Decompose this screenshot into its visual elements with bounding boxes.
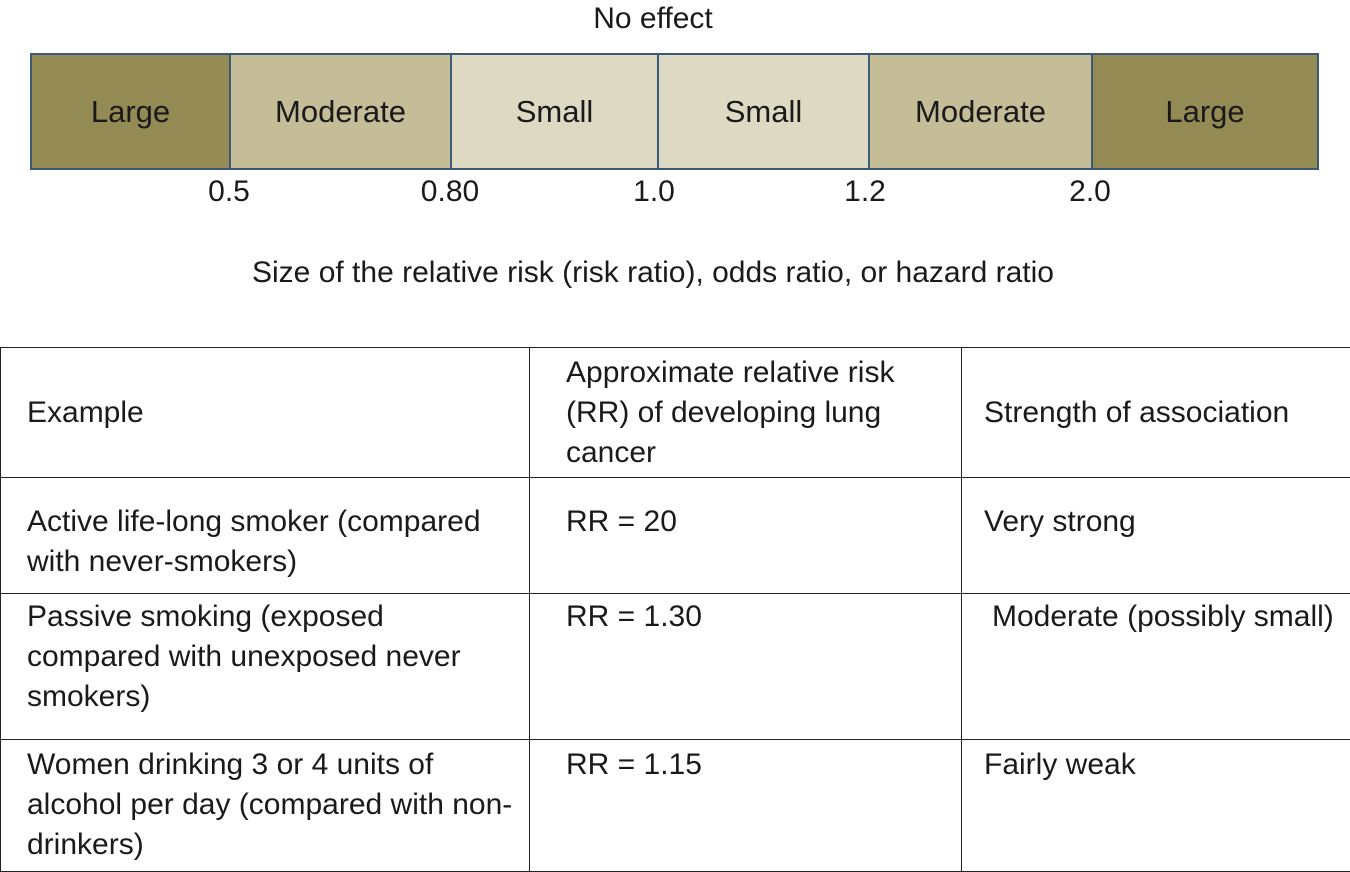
- scale-segment-large-low: Large: [32, 55, 231, 168]
- cell-relative-risk: RR = 20: [530, 478, 962, 594]
- cell-strength: Fairly weak: [962, 740, 1350, 872]
- tick-label: 0.5: [208, 172, 250, 212]
- header-strength: Strength of association: [962, 348, 1350, 478]
- scale-segment-moderate-low: Moderate: [231, 55, 452, 168]
- tick-label: 1.2: [844, 172, 886, 212]
- tick-label: 1.0: [633, 172, 675, 212]
- header-relative-risk: Approximate relative risk (RR) of develo…: [530, 348, 962, 478]
- table-row: Women drinking 3 or 4 units of alcohol p…: [1, 740, 1350, 872]
- cell-strength: Very strong: [962, 478, 1350, 594]
- scale-segment-moderate-high: Moderate: [870, 55, 1093, 168]
- no-effect-label: No effect: [0, 0, 1306, 38]
- header-example: Example: [1, 348, 530, 478]
- tick-label: 0.80: [421, 172, 479, 212]
- cell-example: Active life-long smoker (compared with n…: [1, 478, 530, 594]
- cell-relative-risk: RR = 1.15: [530, 740, 962, 872]
- scale-segment-small-low: Small: [452, 55, 659, 168]
- cell-example: Women drinking 3 or 4 units of alcohol p…: [1, 740, 530, 872]
- cell-example: Passive smoking (exposed compared with u…: [1, 594, 530, 740]
- cell-relative-risk: RR = 1.30: [530, 594, 962, 740]
- table-row: Active life-long smoker (compared with n…: [1, 478, 1350, 594]
- cell-strength: Moderate (possibly small): [962, 594, 1350, 740]
- effect-size-scale-bar: Large Moderate Small Small Moderate Larg…: [30, 53, 1319, 170]
- scale-segment-large-high: Large: [1093, 55, 1317, 168]
- table-header-row: Example Approximate relative risk (RR) o…: [1, 348, 1350, 478]
- scale-segment-small-high: Small: [659, 55, 870, 168]
- table-row: Passive smoking (exposed compared with u…: [1, 594, 1350, 740]
- association-examples-table: Example Approximate relative risk (RR) o…: [0, 347, 1350, 872]
- tick-label: 2.0: [1069, 172, 1111, 212]
- scale-axis-caption: Size of the relative risk (risk ratio), …: [0, 252, 1306, 294]
